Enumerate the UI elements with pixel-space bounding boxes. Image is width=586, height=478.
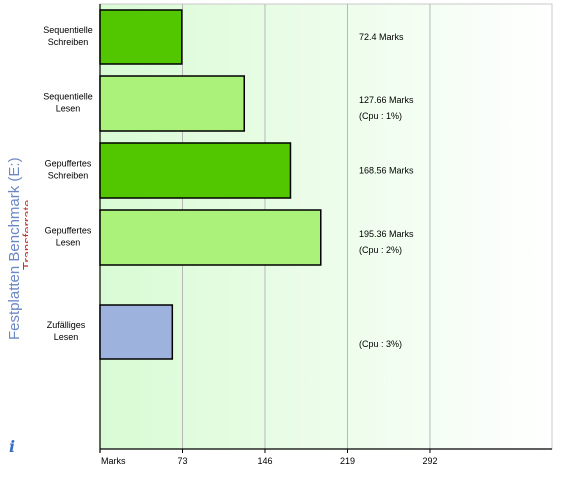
- data-label: 72.4 Marks: [359, 32, 404, 42]
- chart-title: Festplatten Benchmark (E:): [6, 157, 23, 340]
- category-label: Lesen: [56, 104, 81, 114]
- x-tick-label: 219: [340, 456, 355, 466]
- bar: [99, 304, 174, 360]
- category-label: Schreiben: [48, 37, 89, 47]
- category-label: Lesen: [56, 238, 81, 248]
- data-label: 168.56 Marks: [359, 166, 414, 176]
- data-label: 195.36 Marks: [359, 229, 414, 239]
- cpu-label: (Cpu : 1%): [359, 111, 402, 121]
- info-icon[interactable]: i: [8, 437, 16, 456]
- cpu-label: (Cpu : 3%): [359, 339, 402, 349]
- bar: [99, 142, 292, 199]
- data-label: 127.66 Marks: [359, 95, 414, 105]
- x-tick-label: 73: [177, 456, 187, 466]
- bar: [99, 75, 246, 132]
- category-label: Schreiben: [48, 171, 89, 181]
- bar: [99, 209, 322, 266]
- category-label: Gepuffertes: [45, 159, 92, 169]
- category-label: Sequentielle: [43, 92, 93, 102]
- category-label: Zufälliges: [47, 320, 86, 330]
- x-axis-label: Marks: [101, 456, 126, 466]
- category-label: Sequentielle: [43, 25, 93, 35]
- x-tick-label: 146: [257, 456, 272, 466]
- bar: [99, 9, 183, 65]
- category-label: Lesen: [54, 332, 79, 342]
- cpu-label: (Cpu : 2%): [359, 245, 402, 255]
- category-label: Gepuffertes: [45, 226, 92, 236]
- x-tick-label: 292: [422, 456, 437, 466]
